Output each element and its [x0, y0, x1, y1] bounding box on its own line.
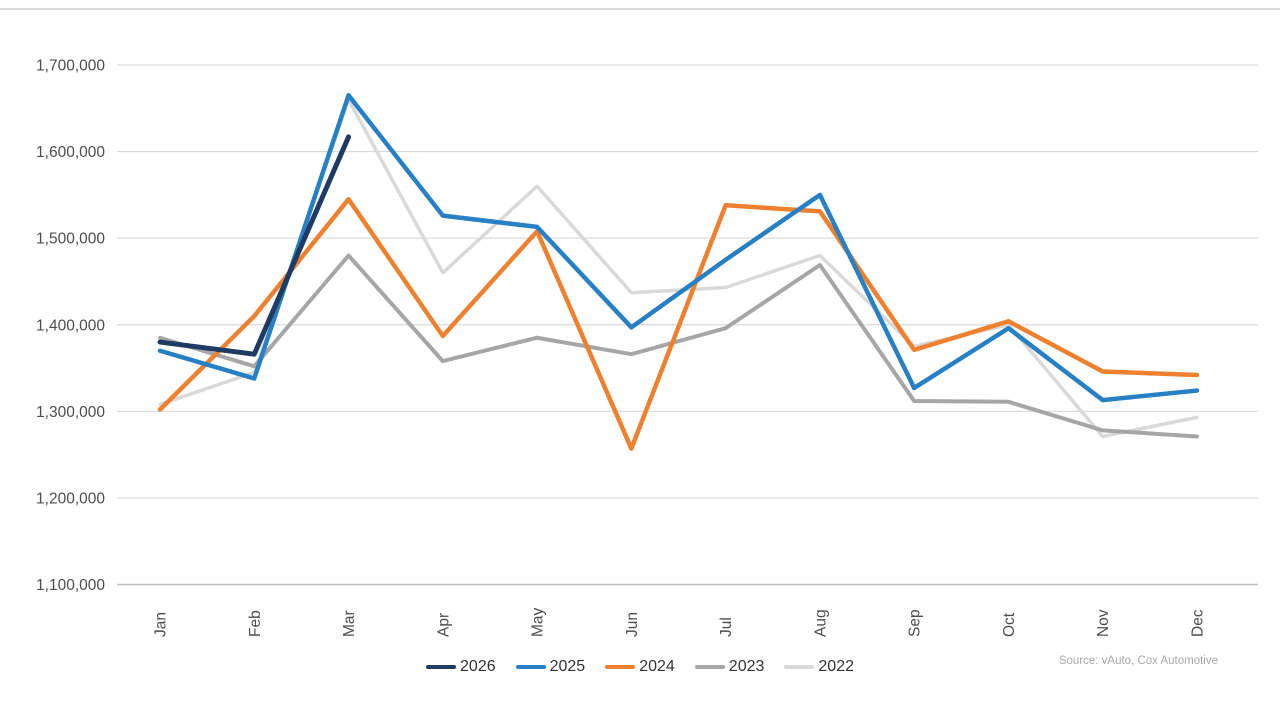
gridlines	[117, 64, 1258, 586]
series-line-2023	[158, 253, 1199, 439]
legend-item-2026: 2026	[426, 658, 496, 676]
series-line-2024	[157, 196, 1200, 451]
x-tick-label: Nov	[1095, 609, 1112, 637]
legend-label-2022: 2022	[818, 658, 854, 675]
y-tick-label: 1,200,000	[36, 490, 105, 507]
y-tick-label: 1,400,000	[36, 317, 105, 334]
x-tick-label: Sep	[907, 609, 924, 637]
chart-legend: 2026 2025 2024 2023 2022	[0, 658, 1280, 676]
series-line-2025	[157, 93, 1200, 403]
x-tick-label: Dec	[1189, 609, 1206, 637]
legend-item-2024: 2024	[605, 658, 675, 676]
y-tick-label: 1,300,000	[36, 404, 105, 421]
legend-label-2025: 2025	[549, 658, 586, 675]
inventory-line-chart: 1,700,000 1,600,000 1,500,000 1,400,000 1,30…	[36, 58, 1258, 637]
legend-item-2025: 2025	[515, 658, 586, 676]
source-note: Source: vAuto, Cox Automotive	[1058, 655, 1218, 667]
x-tick-label: Oct	[1001, 612, 1018, 637]
legend-item-2022: 2022	[784, 658, 854, 676]
x-tick-label: Mar	[341, 610, 358, 637]
series-line-2026	[157, 134, 352, 357]
x-tick-label: Jul	[718, 617, 735, 637]
legend-swatch-2023	[694, 665, 725, 669]
legend-item-2023: 2023	[694, 658, 765, 676]
x-tick-label: Feb	[247, 610, 264, 637]
x-axis-labels: Jan Feb Mar Apr May Jun Jul Aug Sep Oct Nov Dec	[153, 607, 1207, 637]
x-tick-label: Aug	[812, 609, 829, 637]
series-lines	[157, 93, 1200, 451]
legend-swatch-2025	[515, 665, 546, 669]
y-axis-labels: 1,700,000 1,600,000 1,500,000 1,400,000 1,30…	[36, 58, 105, 595]
series-line-2022	[158, 97, 1199, 439]
y-tick-label: 1,600,000	[36, 144, 105, 161]
y-tick-label: 1,700,000	[36, 58, 105, 75]
y-tick-label: 1,500,000	[36, 231, 105, 248]
x-tick-label: Jan	[153, 612, 170, 637]
legend-swatch-2022	[784, 665, 815, 669]
legend-swatch-2024	[605, 665, 636, 669]
legend-label-2023: 2023	[728, 658, 765, 675]
x-tick-label: Apr	[435, 613, 452, 637]
legend-label-2026: 2026	[460, 658, 496, 675]
top-border	[0, 8, 1280, 10]
chart-svg: 1,700,000 1,600,000 1,500,000 1,400,000 1,30…	[36, 58, 1258, 637]
legend-swatch-2026	[426, 665, 457, 669]
y-tick-label: 1,100,000	[36, 577, 105, 594]
x-tick-label: Jun	[624, 612, 641, 637]
x-tick-label: May	[530, 607, 547, 637]
legend-label-2024: 2024	[639, 658, 675, 675]
